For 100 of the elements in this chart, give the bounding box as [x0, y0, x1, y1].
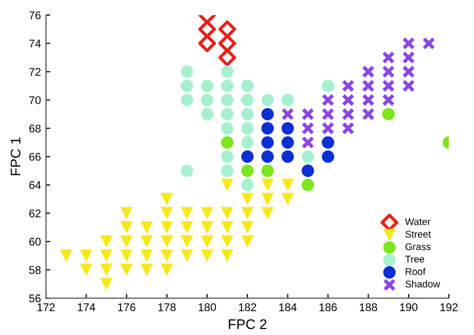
legend-label: Roof	[406, 268, 426, 276]
point	[241, 164, 254, 177]
point	[402, 65, 415, 78]
point	[120, 221, 133, 234]
x-tick-label: 188	[360, 303, 378, 312]
point	[80, 264, 92, 276]
point	[241, 136, 254, 149]
y-axis-title: FPC 1	[10, 138, 20, 176]
point	[362, 108, 375, 121]
point	[200, 80, 214, 92]
x-tick-label: 184	[279, 303, 297, 312]
point	[221, 207, 234, 220]
point	[302, 178, 314, 192]
point	[160, 207, 174, 220]
point	[322, 136, 334, 149]
point	[342, 79, 355, 92]
point	[402, 36, 415, 50]
point	[198, 34, 216, 52]
point	[402, 79, 415, 92]
point	[301, 136, 314, 149]
x-tick-label: 172	[38, 303, 55, 312]
point	[160, 264, 174, 276]
point	[322, 108, 334, 121]
point	[120, 249, 133, 262]
legend-label: Shadow	[405, 280, 440, 288]
point	[180, 207, 194, 220]
point	[221, 249, 234, 262]
point	[221, 94, 234, 106]
point	[198, 20, 216, 38]
point	[382, 65, 395, 78]
point	[221, 235, 234, 248]
point	[241, 192, 254, 206]
point	[382, 108, 395, 120]
y-tick-label: 58	[29, 266, 41, 274]
point	[261, 150, 274, 163]
point	[301, 108, 314, 121]
y-tick-label: 60	[29, 238, 41, 246]
point	[160, 249, 174, 262]
point	[100, 249, 113, 262]
point	[221, 150, 234, 163]
point	[140, 235, 153, 248]
point	[282, 150, 294, 163]
point	[241, 94, 254, 106]
point	[221, 122, 234, 135]
point	[120, 207, 133, 220]
y-tick-label: 70	[29, 96, 41, 104]
point	[221, 108, 234, 120]
y-tick-label: 72	[29, 68, 41, 76]
point	[160, 235, 174, 248]
x-tick-label: 190	[400, 303, 418, 312]
point	[160, 192, 174, 206]
point	[261, 108, 274, 120]
point	[301, 122, 314, 135]
point	[60, 249, 72, 262]
point	[302, 150, 314, 163]
x-tick-label: 176	[118, 303, 136, 312]
point	[200, 249, 214, 262]
point	[402, 51, 415, 64]
point	[322, 122, 334, 135]
point	[382, 79, 395, 92]
y-tick-label: 76	[29, 11, 41, 20]
point	[362, 94, 375, 106]
point	[180, 164, 194, 177]
point	[140, 249, 153, 262]
x-tick-label: 180	[198, 303, 216, 312]
point	[100, 278, 113, 290]
x-axis-title: FPC 2	[228, 319, 266, 330]
legend-label: Street	[405, 230, 431, 238]
point	[302, 164, 314, 177]
point	[261, 178, 274, 192]
point	[241, 122, 254, 135]
point	[221, 164, 234, 177]
point	[180, 221, 194, 234]
legend-label: Grass	[405, 243, 431, 250]
point	[180, 249, 194, 262]
point	[241, 178, 254, 192]
legend-label: Water	[405, 218, 430, 226]
point	[282, 178, 294, 192]
point	[261, 136, 274, 149]
legend-label: Tree	[405, 256, 424, 263]
point	[200, 235, 214, 248]
point	[80, 249, 92, 262]
point	[221, 178, 234, 192]
point	[221, 80, 234, 92]
point	[342, 108, 355, 121]
point	[100, 235, 113, 248]
point	[200, 207, 214, 220]
x-tick-label: 178	[158, 303, 176, 312]
point	[218, 48, 236, 66]
point	[221, 221, 234, 234]
point	[180, 94, 194, 106]
point	[261, 164, 274, 177]
point	[120, 264, 133, 276]
point	[261, 94, 274, 106]
point	[342, 94, 355, 106]
point	[342, 122, 355, 135]
point	[221, 136, 234, 149]
point	[140, 264, 153, 276]
point	[218, 34, 236, 52]
point	[120, 235, 133, 248]
